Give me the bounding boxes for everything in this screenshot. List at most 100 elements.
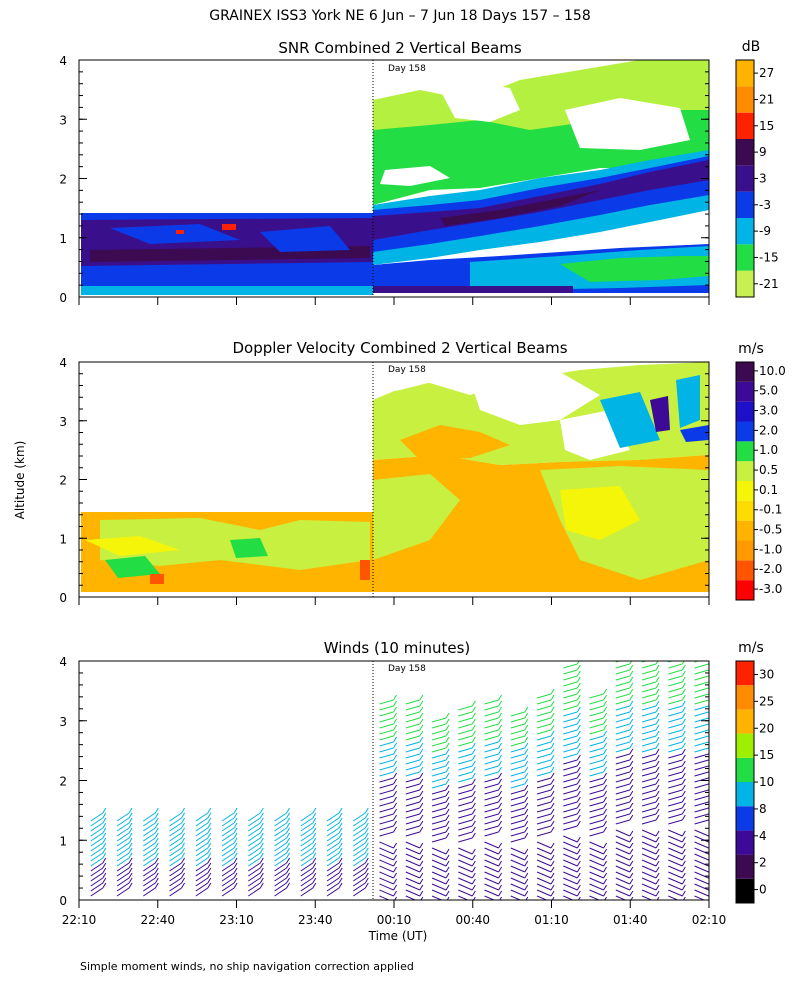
wind-barb-flag xyxy=(550,784,555,791)
wind-barb xyxy=(143,887,156,897)
wind-barb xyxy=(458,705,473,711)
wind-barb xyxy=(458,729,473,735)
wind-barb-flag xyxy=(681,730,686,737)
wind-barb-flag xyxy=(655,854,660,861)
wind-barb-flag xyxy=(181,847,185,854)
wind-barb xyxy=(668,795,683,801)
colorbar-label: 20 xyxy=(759,721,774,735)
wind-barb xyxy=(169,877,182,887)
wind-barb-flag xyxy=(550,766,555,773)
wind-barb xyxy=(431,837,447,843)
wind-barb-flag xyxy=(576,842,581,849)
wind-barb-flag xyxy=(498,718,502,725)
wind-barb xyxy=(694,801,709,807)
y-tick-label: 2 xyxy=(59,775,67,789)
wind-barb-flag xyxy=(655,718,660,725)
wind-barb xyxy=(379,895,391,900)
wind-barb-flag xyxy=(655,878,660,885)
wind-barb-flag xyxy=(393,848,397,855)
wind-barb xyxy=(694,723,709,729)
wind-barb-flag xyxy=(207,827,212,834)
wind-barb xyxy=(195,887,209,897)
wind-barb xyxy=(641,883,657,891)
colorbar-swatch xyxy=(736,709,754,734)
wind-barb xyxy=(641,889,657,897)
wind-barb-flag xyxy=(498,772,502,779)
wind-barb-flag xyxy=(629,718,634,725)
wind-barb xyxy=(510,831,525,837)
wind-barb xyxy=(195,822,209,832)
wind-barb-flag xyxy=(419,760,424,767)
doppler-title: Doppler Velocity Combined 2 Vertical Bea… xyxy=(232,339,567,357)
wind-barb xyxy=(536,723,552,729)
wind-barb-flag xyxy=(259,827,264,834)
wind-barb-flag xyxy=(233,867,238,874)
wind-barb xyxy=(641,747,657,753)
wind-barb xyxy=(510,889,526,897)
wind-barb xyxy=(694,859,709,867)
colorbar-unit: dB xyxy=(742,39,761,55)
wind-barb-flag xyxy=(445,712,450,719)
wind-barb-flag xyxy=(364,832,369,839)
wind-barb-flag xyxy=(576,676,581,683)
wind-barb xyxy=(379,771,394,777)
wind-barb-flag xyxy=(364,847,369,854)
wind-barb xyxy=(143,837,156,847)
wind-barb xyxy=(431,895,443,900)
colorbar-swatch xyxy=(736,112,754,139)
wind-barb-flag xyxy=(181,837,185,844)
wind-barb-flag xyxy=(576,670,581,677)
wind-barb xyxy=(589,777,604,783)
wind-barb xyxy=(536,807,552,813)
wind-barb-flag xyxy=(259,807,264,814)
wind-barb xyxy=(458,753,473,759)
wind-barb xyxy=(510,883,526,891)
wind-barb-flag xyxy=(603,842,607,849)
wind-barb-flag xyxy=(550,878,555,885)
wind-barb xyxy=(326,812,340,822)
wind-barb xyxy=(510,723,525,729)
wind-barb-flag xyxy=(102,817,107,824)
wind-barb xyxy=(510,801,525,807)
wind-barb-flag xyxy=(655,866,660,873)
wind-barb xyxy=(90,817,104,827)
wind-barb xyxy=(300,877,314,887)
wind-barb-flag xyxy=(681,872,686,879)
wind-barb-flag xyxy=(655,682,660,689)
wind-barb-flag xyxy=(207,862,212,869)
wind-barb xyxy=(694,795,709,801)
wind-barb-flag xyxy=(181,857,185,864)
wind-barb-flag xyxy=(419,884,424,891)
wind-barb-flag xyxy=(681,790,686,797)
wind-barb xyxy=(248,867,261,877)
wind-barb xyxy=(248,857,261,867)
wind-barb xyxy=(563,741,578,747)
wind-barb-flag xyxy=(655,848,660,855)
wind-barb-flag xyxy=(338,807,343,814)
wind-barb xyxy=(615,723,630,729)
wind-barb xyxy=(641,877,657,885)
wind-barb xyxy=(300,842,314,852)
wind-barb xyxy=(458,759,473,765)
colorbar-label: 25 xyxy=(759,694,774,708)
wind-barb-flag xyxy=(603,712,607,719)
wind-barb xyxy=(458,789,473,795)
wind-barb xyxy=(405,865,421,873)
wind-barb xyxy=(615,795,630,801)
wind-barb xyxy=(405,735,420,741)
colorbar-label: -21 xyxy=(759,277,779,291)
wind-barb xyxy=(169,812,182,822)
wind-barb-flag xyxy=(498,860,502,867)
wind-barb-flag xyxy=(393,706,397,713)
wind-barb xyxy=(484,777,499,783)
wind-barb xyxy=(143,872,156,882)
wind-barb xyxy=(458,889,473,897)
wind-barb xyxy=(248,862,261,872)
y-tick-label: 2 xyxy=(59,173,67,187)
winds-plot-frame xyxy=(78,660,710,901)
wind-barb-flag xyxy=(603,694,607,701)
wind-barb xyxy=(510,837,525,843)
wind-barb xyxy=(484,795,499,801)
wind-barb-flag xyxy=(128,807,133,814)
wind-barb xyxy=(116,887,130,897)
